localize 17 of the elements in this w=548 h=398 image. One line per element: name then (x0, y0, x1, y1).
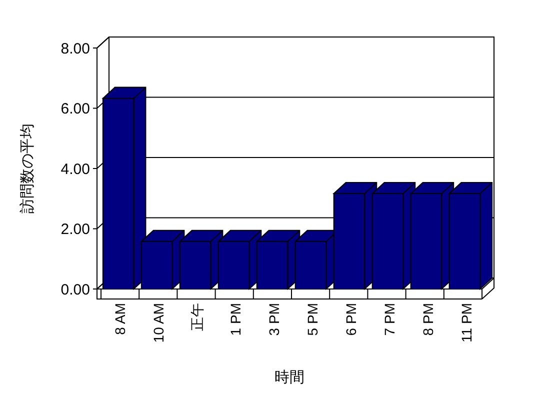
x-tick-label: 10 AM (150, 303, 167, 343)
y-tick-label: 4.00 (60, 160, 90, 178)
x-tick-label: 8 AM (112, 303, 128, 335)
y-tick-label: 2.00 (60, 221, 90, 238)
y-tick-label: 6.00 (60, 100, 90, 118)
x-tick-label: 3 PM (266, 303, 282, 336)
x-tick-label: 8 PM (420, 303, 436, 336)
x-tick-label: 7 PM (382, 303, 398, 336)
x-tick-label: 6 PM (343, 303, 360, 336)
x-tick-label: 正午 (189, 303, 206, 331)
y-tick-label: 0.00 (60, 281, 90, 298)
x-tick-label: 1 PM (228, 303, 244, 336)
y-axis-title: 訪問数の平均 (19, 124, 36, 214)
y-tick-label: 8.00 (60, 40, 90, 58)
x-axis-title: 時間 (274, 369, 304, 386)
x-tick-label: 11 PM (458, 303, 475, 342)
x-tick-label: 5 PM (304, 303, 321, 336)
